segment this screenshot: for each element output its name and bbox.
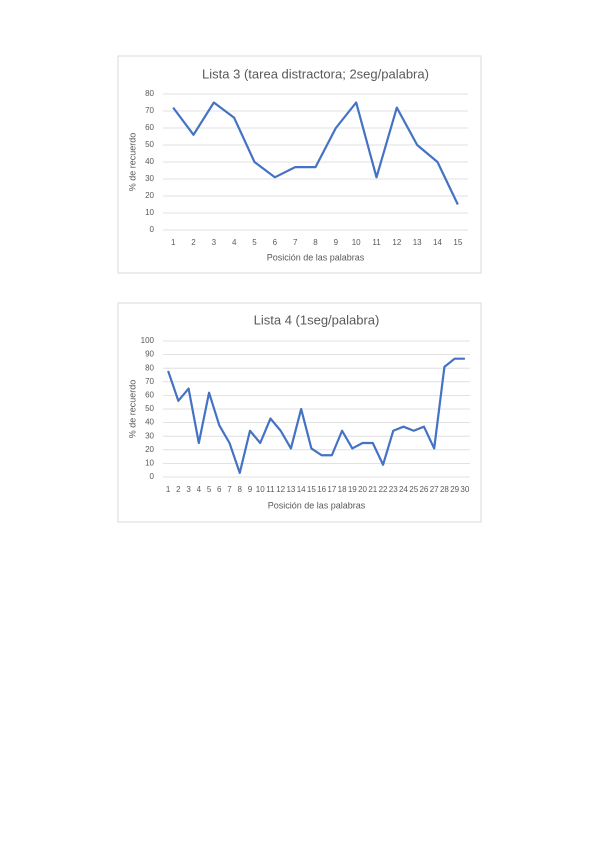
x-tick-label: 15	[453, 238, 462, 247]
x-tick-label: 26	[419, 485, 428, 494]
x-tick-label: 24	[399, 485, 408, 494]
y-tick-label: 100	[141, 336, 155, 345]
x-tick-label: 14	[433, 238, 442, 247]
y-tick-label: 0	[150, 472, 155, 481]
x-tick-label: 5	[252, 238, 257, 247]
y-tick-label: 60	[145, 391, 154, 400]
x-tick-label: 4	[232, 238, 237, 247]
x-tick-label: 3	[186, 485, 191, 494]
x-axis-title: Posición de las palabras	[268, 500, 366, 510]
x-tick-label: 30	[460, 485, 469, 494]
y-tick-label: 40	[145, 157, 154, 166]
x-tick-label: 1	[166, 485, 171, 494]
chart-frame	[117, 55, 482, 274]
x-tick-label: 8	[238, 485, 243, 494]
x-tick-label: 2	[191, 238, 196, 247]
x-tick-label: 5	[207, 485, 212, 494]
y-axis-title: % de recuerdo	[127, 133, 137, 192]
y-tick-label: 60	[145, 123, 154, 132]
x-tick-label: 1	[171, 238, 176, 247]
y-tick-label: 80	[145, 89, 154, 98]
y-tick-label: 0	[150, 225, 155, 234]
x-tick-label: 11	[372, 238, 381, 247]
y-tick-label: 90	[145, 350, 154, 359]
y-tick-label: 30	[145, 431, 154, 440]
y-tick-label: 10	[145, 459, 154, 468]
x-axis-title: Posición de las palabras	[267, 252, 365, 262]
x-tick-label: 12	[276, 485, 285, 494]
x-tick-label: 11	[266, 485, 275, 494]
x-tick-label: 13	[286, 485, 295, 494]
y-tick-label: 10	[145, 208, 154, 217]
x-tick-label: 17	[327, 485, 336, 494]
y-tick-label: 70	[145, 106, 154, 115]
x-tick-label: 6	[273, 238, 278, 247]
x-tick-label: 13	[413, 238, 422, 247]
y-tick-label: 20	[145, 445, 154, 454]
x-tick-label: 6	[217, 485, 222, 494]
x-tick-label: 9	[334, 238, 339, 247]
x-tick-label: 4	[197, 485, 202, 494]
x-tick-label: 22	[379, 485, 388, 494]
y-tick-label: 80	[145, 363, 154, 372]
x-tick-label: 3	[212, 238, 217, 247]
x-tick-label: 9	[248, 485, 253, 494]
x-tick-label: 28	[440, 485, 449, 494]
y-axis-title: % de recuerdo	[127, 380, 137, 439]
x-tick-label: 20	[358, 485, 367, 494]
y-tick-label: 30	[145, 174, 154, 183]
x-tick-label: 27	[430, 485, 439, 494]
x-tick-label: 23	[389, 485, 398, 494]
x-tick-label: 21	[368, 485, 377, 494]
x-tick-label: 10	[256, 485, 265, 494]
x-tick-label: 25	[409, 485, 418, 494]
y-tick-label: 40	[145, 418, 154, 427]
y-tick-label: 50	[145, 404, 154, 413]
x-tick-label: 8	[313, 238, 318, 247]
line-series	[172, 101, 459, 205]
x-tick-label: 14	[297, 485, 306, 494]
line-series	[167, 357, 465, 475]
x-tick-label: 29	[450, 485, 459, 494]
y-tick-label: 70	[145, 377, 154, 386]
x-tick-label: 19	[348, 485, 357, 494]
x-tick-label: 10	[352, 238, 361, 247]
x-tick-label: 7	[227, 485, 232, 494]
x-tick-label: 16	[317, 485, 326, 494]
chart-title: Lista 4 (1seg/palabra)	[254, 312, 380, 327]
y-tick-label: 20	[145, 191, 154, 200]
chart-title: Lista 3 (tarea distractora; 2seg/palabra…	[202, 66, 429, 81]
x-tick-label: 2	[176, 485, 181, 494]
x-tick-label: 12	[392, 238, 401, 247]
x-tick-label: 7	[293, 238, 298, 247]
y-tick-label: 50	[145, 140, 154, 149]
x-tick-label: 18	[338, 485, 347, 494]
x-tick-label: 15	[307, 485, 316, 494]
